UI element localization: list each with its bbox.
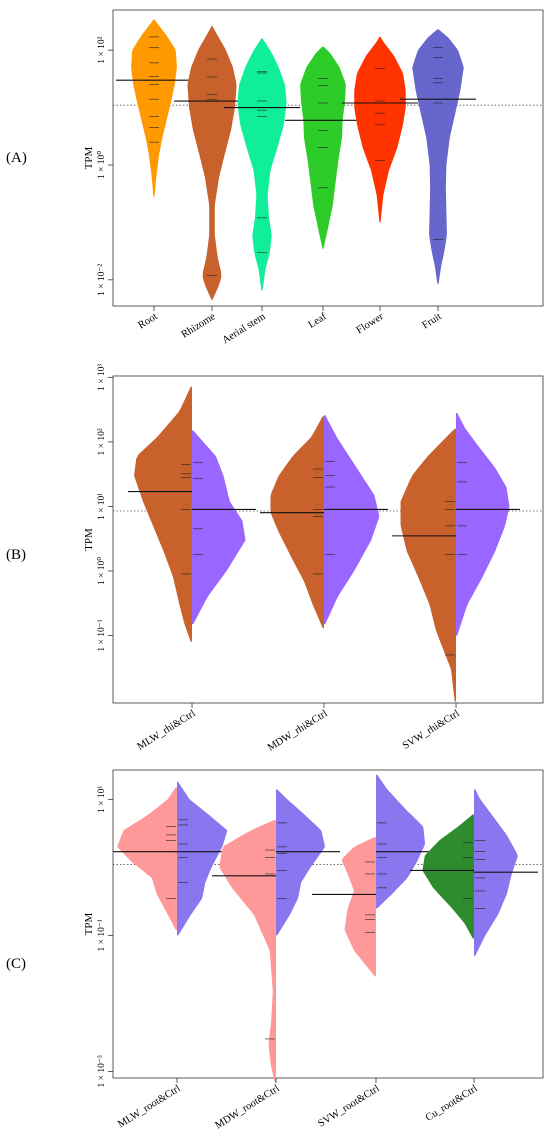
panel-a-plot-frame xyxy=(112,9,544,307)
panel-b-group-2-right-violin xyxy=(324,415,380,625)
panel-c-group-2-left-violin xyxy=(219,819,276,1082)
panel-b-plot-frame xyxy=(112,375,544,704)
panel-b-category-label: SVW_rhi&Ctrl xyxy=(401,708,462,752)
panel-b-category-label: MDW_rhi&Ctrl xyxy=(266,708,330,754)
panel-c-ytick-label: 1 × 10⁻¹ xyxy=(97,919,107,951)
panel-c-ylabel: TPM xyxy=(83,912,95,935)
panel-label-b: (B) xyxy=(6,547,26,563)
panel-a-category-label: Root xyxy=(136,311,159,331)
panel-label-a: (A) xyxy=(6,150,27,166)
panel-b-ylabel: TPM xyxy=(83,528,95,551)
panel-c-group-3-left-violin xyxy=(341,836,376,977)
panel-b-ytick-label: 1 × 10³ xyxy=(97,364,107,391)
panel-b-group-1-left-violin xyxy=(134,386,192,642)
panel-c-ytick-label: 1 × 10⁻³ xyxy=(97,1055,107,1087)
panel-label-c: (C) xyxy=(6,956,26,972)
panel-b-ytick-label: 1 × 10⁻¹ xyxy=(97,619,107,651)
panel-b-category-label: MLW_rhi&Ctrl xyxy=(136,708,198,753)
panel-a-category-label: Rhizome xyxy=(180,311,218,341)
panel-c-group-1-right-violin xyxy=(177,781,228,936)
panel-c-category-label: Cu_root&Ctrl xyxy=(424,1083,480,1124)
panel-a-ytick-label: 1 × 10² xyxy=(97,36,107,63)
panel-c-group-3-right-violin xyxy=(376,774,426,909)
panel-a-group-5-violin xyxy=(354,36,406,223)
panel-c-plot-frame xyxy=(112,769,544,1079)
panel-a-ylabel: TPM xyxy=(83,146,95,169)
panel-b-chart: 1 × 10⁻¹ 1 × 10⁰ 1 × 10¹ 1 × 10² 1 × 10³ TPM M… xyxy=(83,364,544,754)
panel-a-ytick-label: 1 × 10⁰ xyxy=(96,151,107,179)
panel-c-ytick-label: 1 × 10¹ xyxy=(97,786,107,813)
panel-c-category-label: SVW_root&Ctrl xyxy=(316,1083,381,1129)
panel-a-category-label: Fruit xyxy=(420,311,443,331)
panel-a-category-label: Aerial stem xyxy=(220,311,267,346)
panel-b-group-3-right-violin xyxy=(456,413,510,636)
panel-a-ytick-label: 1 × 10⁻² xyxy=(97,264,107,296)
panel-c-category-label: MDW_root&Ctrl xyxy=(213,1083,281,1131)
panel-c-category-label: MLW_root&Ctrl xyxy=(116,1083,183,1130)
panel-a-category-label: Flower xyxy=(355,311,386,336)
panel-b-group-2-left-violin xyxy=(270,416,324,629)
panel-a-chart: 1 × 10⁻² 1 × 10⁰ 1 × 10² TPM Root Rhizome Aeri… xyxy=(83,9,544,346)
panel-a-group-2-violin xyxy=(187,26,237,300)
panel-c-group-4-left-violin xyxy=(422,814,474,939)
panel-a-category-label: Leaf xyxy=(306,311,329,331)
panel-c-chart: 1 × 10⁻³ 1 × 10⁻¹ 1 × 10¹ TPM MLW_root&Ctrl M… xyxy=(83,769,544,1131)
panel-a-group-6-violin xyxy=(412,29,464,284)
panel-b-group-3-left-violin xyxy=(400,428,456,702)
panel-b-ytick-label: 1 × 10⁰ xyxy=(96,557,107,585)
panel-c-group-1-left-violin xyxy=(117,787,177,930)
panel-a-group-1-violin xyxy=(131,19,177,197)
panel-b-ytick-label: 1 × 10¹ xyxy=(97,493,107,520)
panel-b-group-1-right-violin xyxy=(192,430,246,625)
panel-c-group-2-right-violin xyxy=(276,789,325,936)
panel-a-group-3-violin xyxy=(237,38,287,291)
panel-b-ytick-label: 1 × 10² xyxy=(97,428,107,455)
